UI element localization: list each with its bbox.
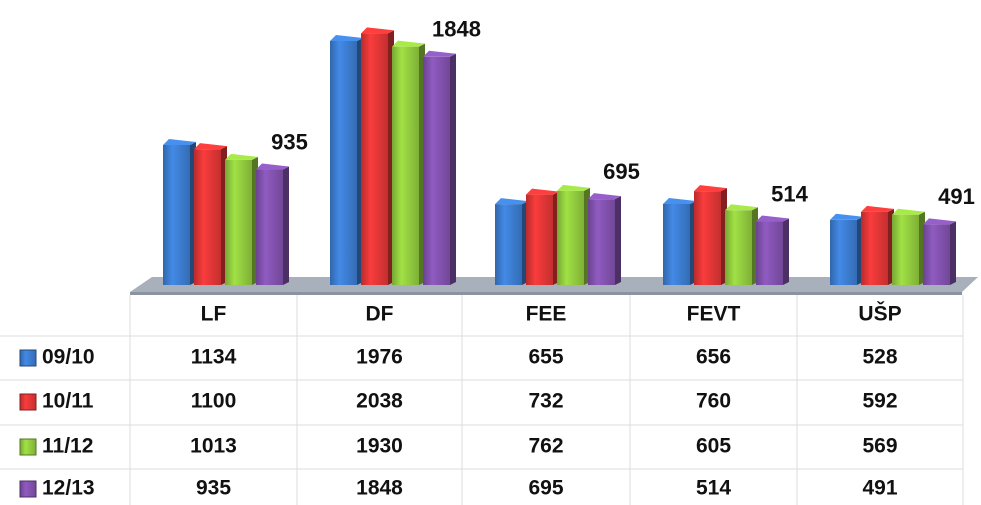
bar	[423, 56, 450, 285]
column-header: DF	[366, 303, 394, 326]
table-cell: 1976	[356, 346, 403, 369]
floor-edge	[130, 292, 962, 295]
bar-top	[361, 27, 394, 34]
bar	[361, 33, 388, 285]
bar	[861, 211, 888, 285]
bar-top	[256, 163, 289, 170]
legend-swatch	[19, 349, 37, 367]
bar-top	[495, 198, 528, 205]
bar-top	[923, 218, 956, 225]
column-header: FEVT	[687, 303, 741, 326]
bar	[830, 219, 857, 285]
bar-top	[861, 205, 894, 212]
bar-top	[694, 185, 727, 192]
data-label: 935	[271, 129, 308, 154]
bar-side	[615, 196, 621, 285]
table-cell: 569	[862, 435, 897, 458]
data-label: 491	[938, 184, 975, 209]
bar-top	[194, 143, 227, 150]
data-label: 1848	[432, 17, 481, 42]
bar	[225, 159, 252, 285]
table-cell: 760	[696, 390, 731, 413]
legend-label: 09/10	[42, 346, 95, 369]
bar	[256, 169, 283, 285]
column-header: LF	[201, 303, 227, 326]
bar-side	[283, 166, 289, 285]
bar	[495, 204, 522, 285]
table-cell: 1930	[356, 435, 403, 458]
bar-side	[950, 221, 956, 285]
bar-top	[725, 204, 758, 211]
bar-top	[892, 208, 925, 215]
bar-side	[450, 53, 456, 286]
bar	[725, 210, 752, 285]
bar	[526, 194, 553, 285]
table-cell: 1100	[191, 390, 237, 413]
bar	[557, 190, 584, 285]
legend-label: 10/11	[42, 390, 94, 413]
bar-side	[783, 218, 789, 285]
bar-top	[588, 193, 621, 200]
table-cell: 695	[528, 477, 563, 500]
bar-top	[330, 35, 363, 42]
bar	[330, 41, 357, 285]
bar	[892, 214, 919, 285]
table-cell: 656	[696, 346, 731, 369]
table-grid	[0, 295, 964, 505]
bar-top	[830, 213, 863, 220]
legend-swatch	[19, 480, 37, 498]
bar	[756, 221, 783, 285]
column-header: UŠP	[858, 302, 901, 326]
table-cell: 655	[528, 346, 563, 369]
data-label: 514	[771, 181, 808, 206]
table-cell: 2038	[356, 390, 403, 413]
table-cell: 592	[862, 390, 897, 413]
legend-swatch	[19, 393, 37, 411]
bar	[663, 203, 690, 285]
table-cell: 605	[696, 435, 731, 458]
table-cell: 762	[528, 435, 563, 458]
bar-top	[526, 188, 559, 195]
legend-label: 11/12	[42, 435, 93, 458]
table-cell: 732	[528, 390, 563, 413]
table-cell: 935	[196, 477, 231, 500]
bar-top	[663, 197, 696, 204]
legend-label: 12/13	[42, 477, 95, 500]
table-cell: 1013	[190, 435, 237, 458]
bar-top	[392, 40, 425, 47]
data-label: 695	[603, 159, 640, 184]
table-cell: 528	[862, 346, 897, 369]
bar-top	[756, 215, 789, 222]
bar	[392, 46, 419, 286]
legend-swatch	[19, 438, 37, 456]
table-cell: 491	[862, 477, 897, 500]
bar	[694, 191, 721, 285]
bar	[194, 149, 221, 285]
table-cell: 1134	[191, 346, 237, 369]
bar	[163, 144, 190, 285]
bar	[923, 224, 950, 285]
bar-top	[163, 138, 196, 145]
bar-top	[557, 184, 590, 191]
table-cell: 514	[696, 477, 731, 500]
bar-top	[225, 153, 258, 160]
bar	[588, 199, 615, 285]
table-cell: 1848	[356, 477, 403, 500]
column-header: FEE	[526, 303, 567, 326]
bar-top	[423, 50, 456, 57]
